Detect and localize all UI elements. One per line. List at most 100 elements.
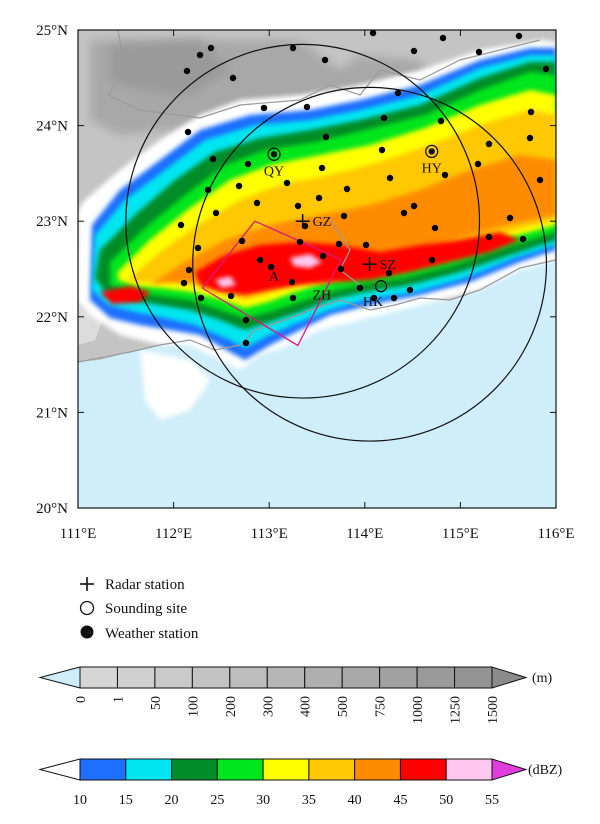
weather-station-dot bbox=[289, 44, 297, 52]
radar-range-ring bbox=[125, 43, 481, 399]
weather-station-dot bbox=[315, 194, 323, 202]
weather-station-dot bbox=[519, 235, 527, 243]
colorbar-high-extension bbox=[491, 666, 528, 689]
weather-station-dot bbox=[362, 241, 370, 249]
weather-station-dot bbox=[235, 182, 243, 190]
site-label: ZH bbox=[312, 289, 331, 304]
dbz-unit-label: (dBZ) bbox=[528, 763, 563, 778]
colorbar-label: 35 bbox=[302, 793, 316, 808]
colorbar-label: 20 bbox=[165, 793, 179, 808]
colorbar-swatch bbox=[125, 758, 173, 781]
colorbar-swatch bbox=[171, 758, 218, 781]
colorbar-swatch bbox=[191, 666, 231, 689]
weather-station-dot bbox=[184, 128, 192, 136]
weather-station-dot bbox=[283, 179, 291, 187]
weather-station-dot bbox=[410, 202, 418, 210]
weather-station-dot bbox=[322, 133, 330, 141]
y-tick-label: 24°N bbox=[36, 119, 68, 135]
weather-station-dot bbox=[183, 67, 191, 75]
weather-legend-icon bbox=[80, 625, 94, 639]
weather-station-dot bbox=[390, 294, 398, 302]
weather-station-dot bbox=[242, 316, 250, 324]
colorbar-swatch bbox=[379, 666, 418, 689]
site-label: GZ bbox=[313, 215, 332, 230]
weather-station-dot bbox=[485, 140, 493, 148]
colorbar-label: 100 bbox=[186, 696, 201, 717]
colorbar-swatch bbox=[308, 758, 356, 781]
colorbar-swatch bbox=[266, 666, 306, 689]
colorbar-swatch bbox=[154, 666, 193, 689]
colorbar-swatch bbox=[454, 666, 493, 689]
colorbar-label: 500 bbox=[336, 696, 351, 717]
weather-station-dot bbox=[319, 252, 327, 260]
colorbar-label: 10 bbox=[73, 793, 87, 808]
symbol-legend: Radar station Sounding site Weather stat… bbox=[79, 577, 199, 642]
weather-station-dot bbox=[296, 238, 304, 246]
weather-station-dot bbox=[406, 286, 414, 294]
site-markers: QY HY GZ SZ HK ZH A bbox=[264, 144, 442, 310]
weather-station-dot bbox=[244, 160, 252, 168]
colorbar-label: 0 bbox=[74, 696, 89, 703]
region-box-a bbox=[201, 220, 342, 347]
legend-radar-label: Radar station bbox=[105, 577, 185, 593]
colorbar-label: 1500 bbox=[486, 696, 501, 724]
weather-station-dot bbox=[242, 339, 250, 347]
colorbar-low-extension bbox=[38, 666, 81, 689]
site-label: SZ bbox=[380, 258, 396, 273]
weather-station-dot bbox=[177, 221, 185, 229]
weather-station-dot bbox=[475, 48, 483, 56]
colorbar-label: 50 bbox=[439, 793, 453, 808]
weather-station-dot bbox=[340, 212, 348, 220]
legend-weather-label: Weather station bbox=[105, 626, 199, 642]
weather-station-dot bbox=[380, 114, 388, 122]
colorbar-high-extension bbox=[491, 758, 528, 781]
radar-range-ring bbox=[192, 86, 548, 442]
weather-station-dot bbox=[378, 146, 386, 154]
weather-station-dot bbox=[527, 108, 535, 116]
x-tick-label: 116°E bbox=[537, 526, 574, 542]
legend-sounding-label: Sounding site bbox=[105, 601, 187, 617]
weather-station-dot bbox=[437, 117, 445, 125]
colorbar-label: 300 bbox=[261, 696, 276, 717]
weather-station-dot bbox=[194, 244, 202, 252]
x-tick-label: 111°E bbox=[60, 526, 97, 542]
weather-station-dot bbox=[536, 176, 544, 184]
colorbar-swatch bbox=[354, 758, 401, 781]
site-label: A bbox=[269, 269, 280, 284]
colorbar-label: 55 bbox=[485, 793, 499, 808]
dbz-colorbar: 10 15 20 25 30 35 40 45 50 55 bbox=[38, 758, 528, 808]
colorbar-low-extension bbox=[38, 758, 81, 781]
weather-station-dot bbox=[196, 51, 204, 59]
colorbar-label: 15 bbox=[119, 793, 133, 808]
x-axis-labels: 111°E 112°E 113°E 114°E 115°E 116°E bbox=[60, 526, 575, 542]
coastline bbox=[78, 30, 556, 363]
weather-station-dot bbox=[343, 185, 351, 193]
colorbar-label: 1 bbox=[111, 696, 126, 703]
weather-station-dot bbox=[386, 174, 394, 182]
y-axis-ticks bbox=[78, 29, 556, 509]
weather-station-dot bbox=[474, 160, 482, 168]
colorbar-label: 200 bbox=[224, 696, 239, 717]
weather-station-dot bbox=[428, 256, 436, 264]
y-axis-labels: 25°N 24°N 23°N 22°N 21°N 20°N bbox=[36, 23, 68, 517]
weather-station-dot bbox=[207, 44, 215, 52]
weather-station-dot bbox=[260, 104, 268, 112]
x-tick-label: 113°E bbox=[251, 526, 288, 542]
terrain-colorbar: 0 1 50 100 200 300 400 500 750 1000 1250 1500 bbox=[38, 666, 528, 724]
colorbar-label: 1000 bbox=[411, 696, 426, 724]
colorbar-swatch bbox=[416, 666, 456, 689]
weather-station-dot bbox=[318, 164, 326, 172]
weather-station-dot bbox=[335, 240, 343, 248]
weather-station-dot bbox=[526, 134, 534, 142]
weather-station-dot bbox=[369, 30, 377, 37]
colorbar-swatch bbox=[304, 666, 343, 689]
y-tick-label: 23°N bbox=[36, 214, 68, 230]
weather-station-dot bbox=[267, 263, 275, 271]
colorbar-swatch bbox=[229, 666, 268, 689]
weather-station-dot bbox=[238, 237, 246, 245]
colorbar-swatch bbox=[79, 666, 118, 689]
colorbar-swatch bbox=[79, 758, 127, 781]
weather-station-dot bbox=[185, 266, 193, 274]
